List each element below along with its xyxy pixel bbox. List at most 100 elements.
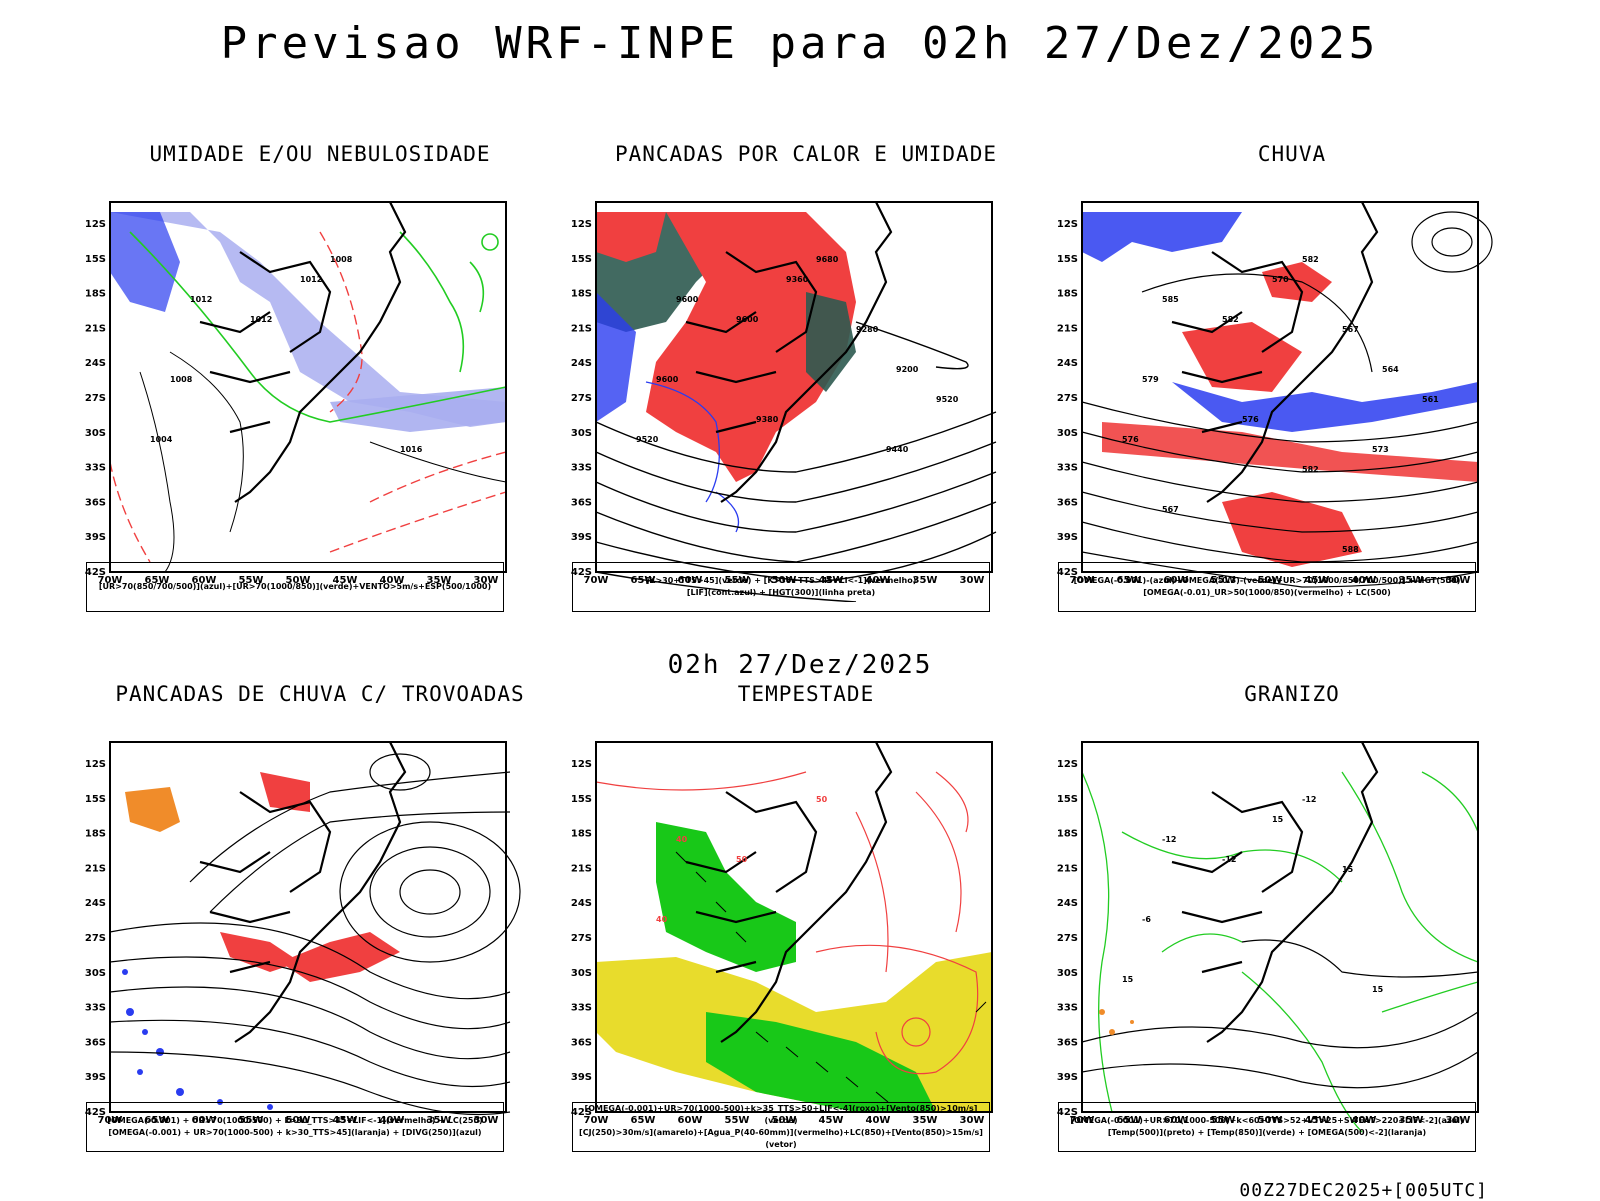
lat-tick-label: 27S (571, 393, 592, 404)
lat-tick-label: 30S (571, 428, 592, 439)
lat-tick-label: 42S (571, 1107, 592, 1118)
storm-red-area-3 (260, 772, 310, 812)
lon-tick-label: 65W (631, 1115, 656, 1126)
lat-tick-label: 36S (1057, 1037, 1078, 1048)
streamlines-250 (109, 753, 521, 1116)
contour-label: 1012 (190, 295, 212, 304)
lon-tick-label: 40W (866, 1115, 891, 1126)
lon-tick-label: 65W (145, 575, 170, 586)
lat-tick-label: 42S (85, 567, 106, 578)
lat-tick-label: 42S (571, 567, 592, 578)
contour-label: 564 (1382, 365, 1399, 374)
omega-band (1172, 382, 1478, 432)
lon-tick-label: 60W (678, 575, 703, 586)
low-level-humidity-contours (129, 231, 507, 423)
lon-tick-label: 50W (772, 1115, 797, 1126)
contour-label: 570 (1272, 275, 1289, 284)
lat-tick-label: 39S (1057, 1072, 1078, 1083)
thickness-contours (109, 231, 507, 563)
rain-area-3 (1262, 262, 1332, 302)
panel-pancadas-calor: PANCADAS POR CALOR E UMIDADE 12S 15S 18S 21… (556, 142, 1056, 632)
lon-tick-label: 35W (913, 575, 938, 586)
panel-trovoadas: PANCADAS DE CHUVA C/ TROVOADAS 12S 15S 18S… (70, 682, 570, 1172)
lon-tick-label: 65W (1117, 1115, 1142, 1126)
lon-tick-label: 50W (772, 575, 797, 586)
contour-label: 50 (736, 855, 748, 864)
contour-label: 561 (1422, 395, 1439, 404)
lif-area (596, 292, 636, 422)
lat-tick-label: 15S (85, 254, 106, 265)
lat-tick-label: 39S (1057, 532, 1078, 543)
map-frame (595, 201, 993, 573)
lat-tick-label: 24S (1057, 898, 1078, 909)
lon-tick-label: 30W (960, 1115, 985, 1126)
lat-tick-label: 27S (85, 933, 106, 944)
lat-tick-label: 15S (1057, 254, 1078, 265)
contour-label: 50 (816, 795, 828, 804)
lat-tick-label: 42S (85, 1107, 106, 1118)
lat-tick-label: 12S (85, 759, 106, 770)
lon-tick-label: 45W (333, 575, 358, 586)
lat-tick-label: 39S (571, 1072, 592, 1083)
lat-tick-label: 36S (85, 497, 106, 508)
contour-label: 9200 (896, 365, 919, 374)
contour-label: 9360 (786, 275, 809, 284)
lat-tick-label: 21S (571, 863, 592, 874)
lat-tick-label: 18S (571, 829, 592, 840)
contour-label: 15 (1342, 865, 1354, 874)
lat-tick-label: 12S (571, 759, 592, 770)
coastline-borders (199, 741, 407, 1043)
panel-legend: [OMEGA(-0.001)-(azul)+OMEGA(-0.3)-(verde… (1058, 562, 1476, 612)
lon-tick-label: 35W (1399, 575, 1424, 586)
lon-tick-label: 35W (913, 1115, 938, 1126)
contour-label: 576 (1122, 435, 1139, 444)
panel-title: PANCADAS DE CHUVA C/ TROVOADAS (115, 682, 525, 706)
lon-tick-label: 65W (145, 1115, 170, 1126)
coastline-borders (685, 741, 893, 1043)
kindex-area-east (806, 292, 856, 392)
lat-tick-label: 33S (571, 1003, 592, 1014)
lon-tick-label: 70W (584, 1115, 609, 1126)
lat-tick-label: 21S (85, 863, 106, 874)
lon-tick-label: 35W (1399, 1115, 1424, 1126)
lon-tick-label: 50W (286, 1115, 311, 1126)
lat-tick-label: 24S (571, 898, 592, 909)
wind850-area-1 (656, 822, 796, 972)
coastline-borders (1171, 201, 1379, 503)
contour-label: 15 (1372, 985, 1384, 994)
contour-label: -6 (1142, 915, 1151, 924)
contour-label: 9600 (656, 375, 679, 384)
lat-tick-label: 15S (571, 254, 592, 265)
lat-tick-label: 21S (85, 323, 106, 334)
lon-tick-label: 70W (98, 575, 123, 586)
lif-contours (645, 381, 740, 533)
lat-tick-label: 36S (571, 1037, 592, 1048)
panel-title: PANCADAS POR CALOR E UMIDADE (614, 142, 997, 166)
lat-tick-label: 33S (85, 463, 106, 474)
panel-title: CHUVA (1257, 142, 1327, 166)
run-id-label: 00Z27DEC2025+[005UTC] (1239, 1180, 1488, 1201)
lat-tick-label: 30S (571, 968, 592, 979)
contour-label: 9440 (886, 445, 909, 454)
lat-tick-label: 21S (571, 323, 592, 334)
lon-tick-label: 55W (1211, 1115, 1236, 1126)
contour-label: -12 (1222, 855, 1236, 864)
panel-title: GRANIZO (1244, 682, 1340, 706)
lat-tick-label: 30S (85, 968, 106, 979)
humidity-band-area (330, 387, 506, 432)
instability-area-north (596, 212, 666, 262)
lon-tick-label: 40W (1352, 575, 1377, 586)
wind850-area-2 (706, 1012, 936, 1112)
lat-tick-label: 39S (571, 532, 592, 543)
lat-tick-label: 39S (85, 1072, 106, 1083)
lat-tick-label: 36S (85, 1037, 106, 1048)
contour-label: 1004 (150, 435, 173, 444)
lat-tick-label: 33S (1057, 1003, 1078, 1014)
rain-area-1 (1182, 322, 1302, 392)
coastline-borders (685, 201, 893, 503)
contour-label: 15 (1272, 815, 1284, 824)
panel-chuva: CHUVA 12S 15S 18S 21S 24S 27S 30S 33S 36S 39S 42S 7… (1042, 142, 1542, 632)
contour-label: 1016 (400, 445, 423, 454)
